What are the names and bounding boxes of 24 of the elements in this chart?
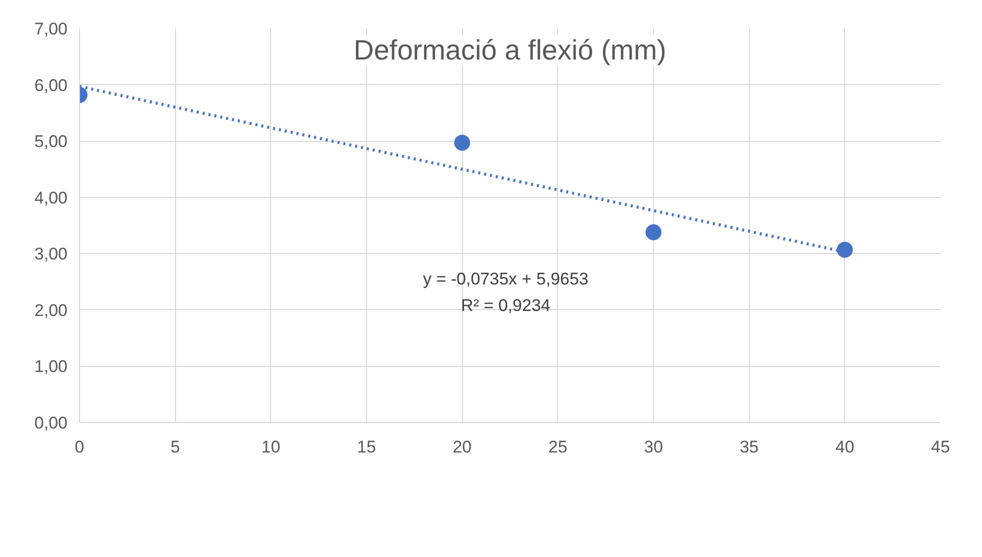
point (454, 134, 470, 151)
y-tick-label: 7,00 (34, 20, 68, 38)
y-tick-label: 5,00 (34, 132, 68, 152)
x-tick-label: 15 (357, 438, 376, 456)
y-tick-label: 4,00 (34, 188, 68, 208)
y-tick-label: 2,00 (34, 300, 68, 320)
y-tick-label: 1,00 (34, 357, 68, 376)
x-tick-label: 10 (261, 438, 280, 456)
x-tick-label: 0 (74, 438, 84, 456)
x-tick-label: 45 (931, 438, 950, 456)
point (646, 224, 662, 240)
x-tick-label: 35 (740, 438, 759, 456)
annotation: R² = 0,9234 (461, 296, 550, 315)
x-tick-label: 40 (835, 438, 854, 456)
chart-title: Deformació a flexió (mm) (354, 34, 666, 66)
x-tick-label: 25 (548, 438, 568, 456)
x-tick-label: 20 (452, 438, 472, 456)
point (836, 242, 853, 258)
y-tick-label: 6,00 (34, 76, 68, 95)
x-tick-label: 5 (170, 438, 180, 456)
annotation: y = -0,0735x + 5,9653 (422, 269, 588, 288)
y-tick-label: 0,00 (34, 414, 68, 432)
x-tick-label: 30 (644, 438, 663, 456)
y-tick-label: 3,00 (34, 244, 68, 264)
